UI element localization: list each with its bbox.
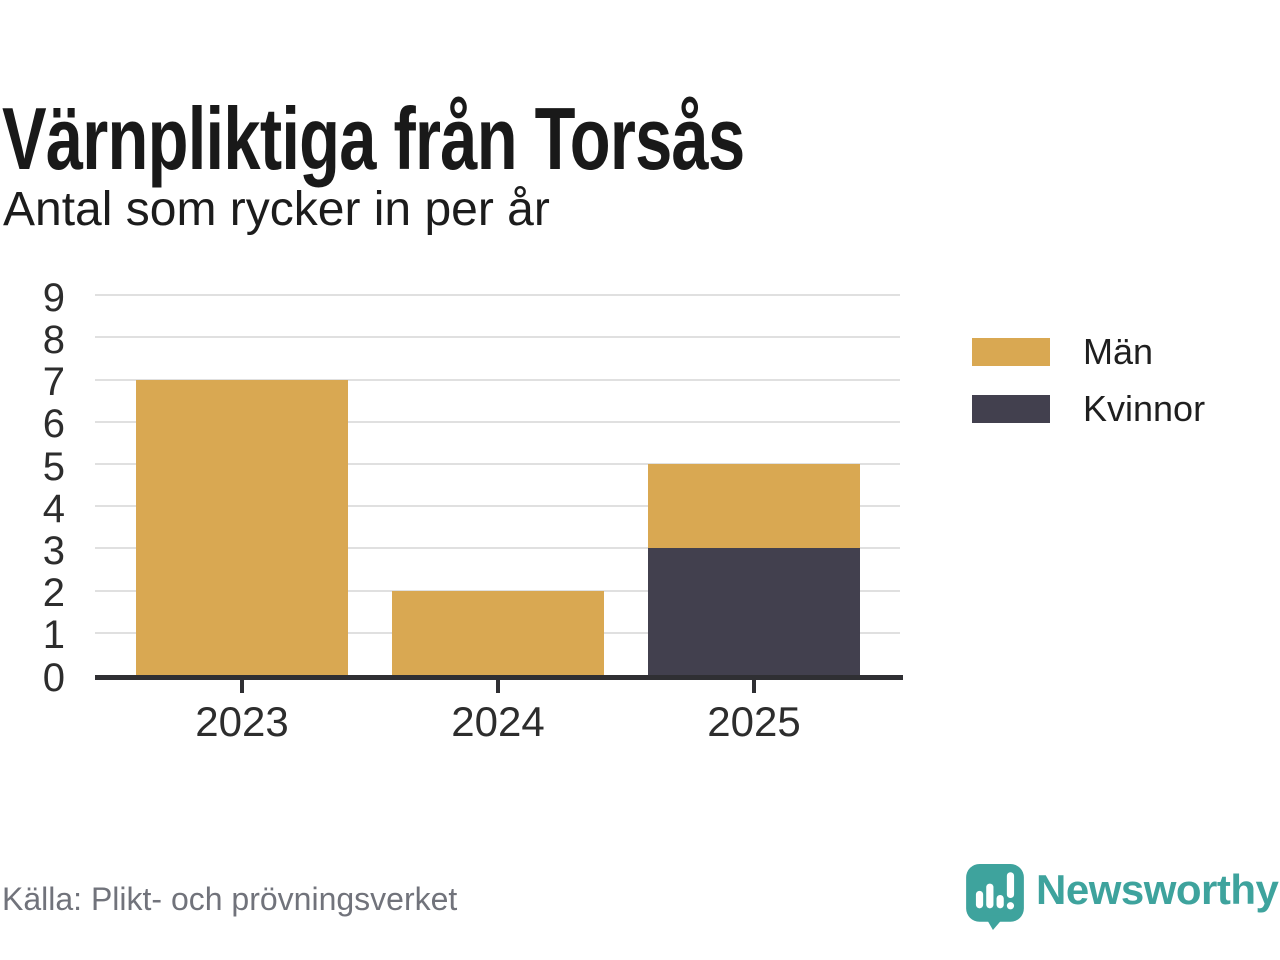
y-tick-label-3: 3 — [42, 528, 65, 573]
y-tick-label-5: 5 — [42, 444, 65, 489]
y-tick-label-7: 7 — [42, 360, 65, 405]
bar-män-2025 — [648, 464, 860, 549]
chart-title: Värnpliktiga från Torsås — [2, 88, 745, 188]
gridline-y9 — [95, 294, 900, 297]
x-axis-line — [95, 675, 903, 680]
gridline-y5 — [95, 463, 900, 465]
source-note: Källa: Plikt- och prövningsverket — [2, 881, 458, 917]
y-tick-label-6: 6 — [42, 402, 65, 447]
y-tick-label-1: 1 — [42, 613, 65, 658]
x-tick-2024 — [496, 679, 500, 693]
legend-label-män: Män — [1083, 331, 1154, 372]
gridline-y4 — [95, 505, 900, 508]
x-tick-label-2025: 2025 — [707, 698, 801, 745]
legend-item-kvinnor: Kvinnor — [972, 391, 1205, 427]
legend-label-kvinnor: Kvinnor — [1083, 388, 1206, 429]
plot-area: 0 1 2 3 4 5 6 7 8 9 2023 2024 2025 — [43, 278, 903, 743]
x-tick-label-2024: 2024 — [451, 698, 545, 745]
y-tick-label-8: 8 — [42, 317, 65, 362]
x-tick-2023 — [240, 679, 244, 693]
y-tick-label-4: 4 — [42, 486, 65, 531]
legend-item-män: Män — [972, 334, 1205, 370]
legend-swatch-män — [972, 338, 1050, 366]
gridline-y6 — [95, 420, 900, 423]
gridline-y8 — [95, 336, 900, 339]
bar-män-2024 — [392, 590, 604, 675]
y-tick-label-9: 9 — [42, 275, 65, 320]
y-tick-label-0: 0 — [42, 655, 65, 700]
chart-legend: Män Kvinnor — [972, 334, 1205, 452]
bar-kvinnor-2025 — [648, 548, 860, 675]
brand-wordmark: Newsworthy — [1036, 866, 1279, 913]
x-tick-label-2023: 2023 — [195, 698, 289, 745]
y-tick-label-2: 2 — [42, 571, 65, 616]
chart-subtitle: Antal som rycker in per år — [3, 183, 550, 236]
gridline-y3 — [95, 547, 900, 550]
x-tick-2025 — [752, 679, 756, 693]
legend-swatch-kvinnor — [972, 395, 1050, 423]
bar-män-2023 — [136, 379, 348, 675]
newsworthy-bubble-chart-icon — [966, 864, 1024, 930]
newsworthy-logo: Newsworthy — [966, 864, 1279, 934]
gridline-y7 — [95, 378, 900, 381]
